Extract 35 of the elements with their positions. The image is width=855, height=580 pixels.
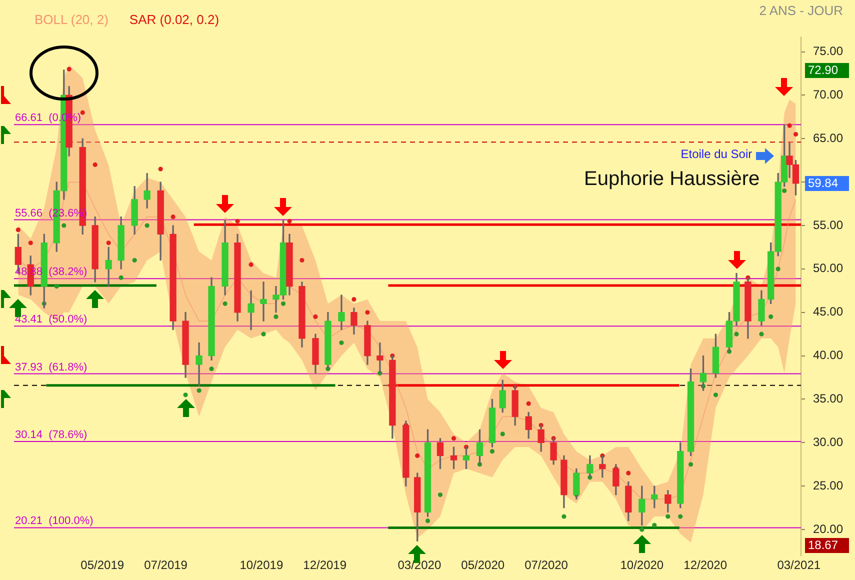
y-tick-label: 70.00 <box>812 88 844 102</box>
candlestick <box>196 342 202 387</box>
x-tick-label: 05/2020 <box>461 558 505 572</box>
y-tick-label: 65.00 <box>812 130 844 145</box>
ref-line-label: 37.93 (61.8%) <box>15 361 88 374</box>
text: 72.90 <box>804 63 849 78</box>
x-tick-label: 10/2020 <box>620 558 664 572</box>
annotation: Etoile du Soir <box>680 147 752 161</box>
annotation: Euphorie Haussière <box>584 168 760 191</box>
y-tick-label: 40.00 <box>812 348 844 362</box>
x-tick-label: 05/2019 <box>80 558 124 572</box>
text: SAR (0.02, 0.2) <box>129 12 220 28</box>
chart-subtitle: 2 ANS - JOUR <box>759 3 843 18</box>
x-tick-label: 10/2019 <box>240 558 284 572</box>
y-tick-label: 20.00 <box>812 522 844 536</box>
x-tick-label: 07/2020 <box>524 558 568 572</box>
y-tick-label: 55.00 <box>812 218 844 232</box>
ref-line-label: 30.14 (78.6%) <box>15 428 88 441</box>
text: BOLL (20, 2) <box>34 12 108 28</box>
candlestick <box>248 290 254 330</box>
y-tick-label: 50.00 <box>812 261 844 276</box>
x-tick-label: 12/2019 <box>303 558 347 572</box>
ref-line-label: 20.21 (100.0%) <box>15 515 94 528</box>
x-tick-label: 07/2019 <box>144 558 188 572</box>
text: 18.67 <box>804 538 849 553</box>
candlestick <box>260 282 267 322</box>
y-tick-label: 25.00 <box>812 478 844 492</box>
x-tick-label: 12/2020 <box>684 558 728 572</box>
text: 59.84 <box>804 176 849 192</box>
y-tick-label: 75.00 <box>812 44 844 58</box>
x-tick-label: 03/2021 <box>777 558 821 572</box>
y-tick-label: 35.00 <box>812 392 844 406</box>
candlestick <box>376 342 384 374</box>
y-tick-label: 45.00 <box>812 304 844 319</box>
y-tick-label: 30.00 <box>812 434 844 449</box>
